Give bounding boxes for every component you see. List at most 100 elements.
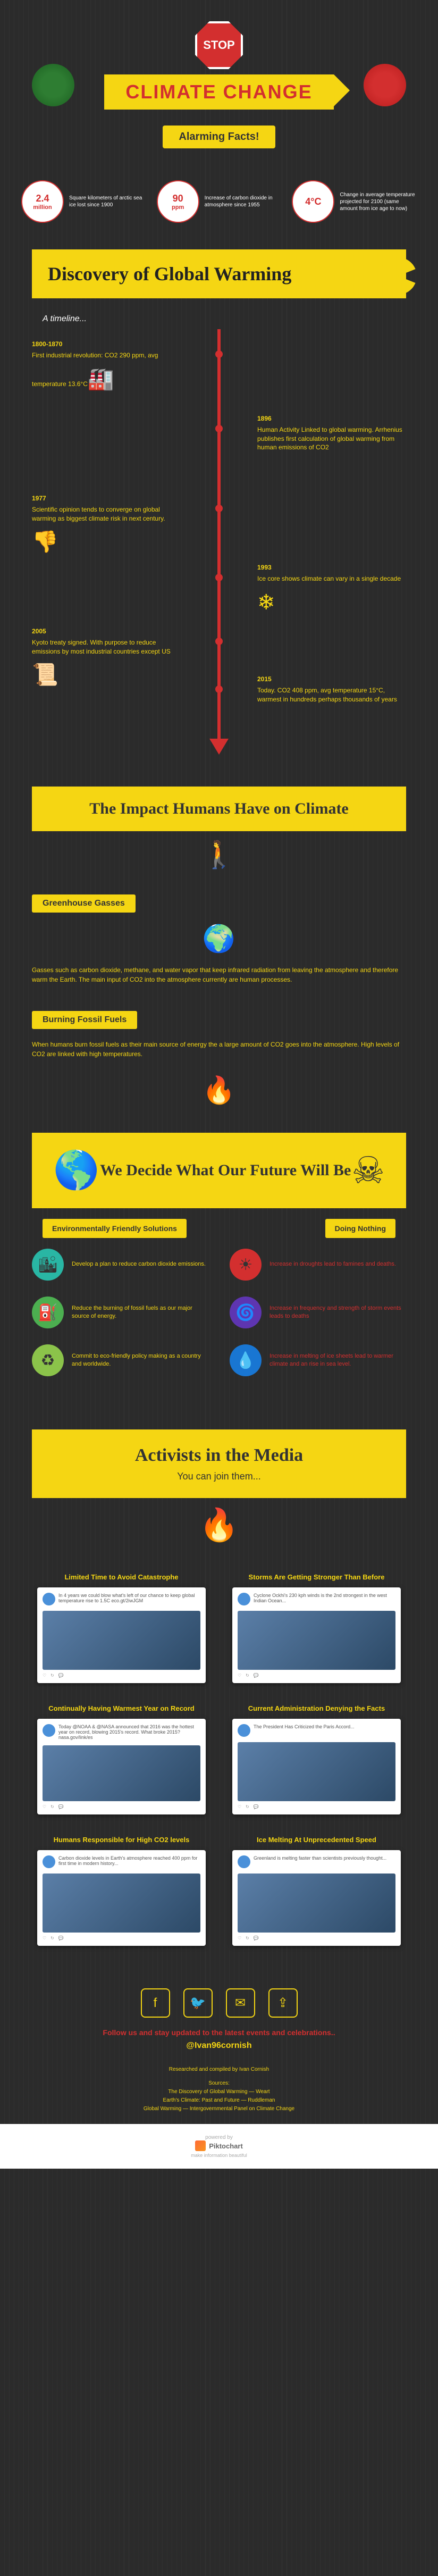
media-card[interactable]: Today @NOAA & @NASA announced that 2016 … xyxy=(37,1719,206,1814)
media-title: Storms Are Getting Stronger Than Before xyxy=(232,1573,401,1581)
fact-circle: 4°C xyxy=(292,180,334,223)
sources-label: Sources: xyxy=(32,2079,406,2088)
piktochart-footer: powered by Piktochart make information b… xyxy=(0,2124,438,2169)
timeline-item: 2015Today. CO2 408 ppm, avg temperature … xyxy=(257,675,406,704)
handle[interactable]: @Ivan96cornish xyxy=(0,2037,438,2055)
media-item: Ice Melting At Unprecedented Speed Green… xyxy=(232,1836,401,1946)
avatar-icon xyxy=(43,1855,55,1868)
avatar-icon xyxy=(43,1724,55,1737)
fact-circle: 90ppm xyxy=(157,180,199,223)
future-item-text: Increase in frequency and strength of st… xyxy=(269,1304,406,1321)
future-title: We Decide What Our Future Will Be xyxy=(99,1161,351,1180)
media-card[interactable]: Cyclone Ockhi's 230 kph winds is the 2nd… xyxy=(232,1587,401,1683)
media-image xyxy=(43,1874,200,1933)
media-image xyxy=(43,1745,200,1801)
future-item-text: Reduce the burning of fossil fuels as ou… xyxy=(72,1304,208,1321)
future-item-icon: ⛽ xyxy=(32,1297,64,1328)
media-title: Current Administration Denying the Facts xyxy=(232,1704,401,1712)
media-actions: ♡↻💬 xyxy=(238,1804,395,1809)
media-item: Limited Time to Avoid Catastrophe In 4 y… xyxy=(37,1573,206,1683)
fact-desc: Increase of carbon dioxide in atmosphere… xyxy=(205,195,282,208)
piktochart-logo[interactable]: Piktochart xyxy=(195,2140,243,2151)
timeline-event-icon: 📜 xyxy=(32,660,58,690)
torch-icon: 🔥 xyxy=(0,1498,438,1552)
activists-heading: Activists in the Media You can join them… xyxy=(32,1429,406,1498)
media-title: Humans Responsible for High CO2 levels xyxy=(37,1836,206,1844)
fact-item: 90ppm Increase of carbon dioxide in atmo… xyxy=(157,180,282,223)
media-card[interactable]: In 4 years we could blow what's left of … xyxy=(37,1587,206,1683)
media-grid: Limited Time to Avoid Catastrophe In 4 y… xyxy=(0,1552,438,1967)
future-item-icon: ☀ xyxy=(230,1249,262,1281)
globe-green-icon xyxy=(32,64,74,106)
media-snippet: Carbon dioxide levels in Earth's atmosph… xyxy=(58,1855,200,1868)
mail-icon[interactable]: ✉ xyxy=(226,1988,255,2018)
fact-circle: 2.4million xyxy=(21,180,64,223)
timeline-item: 1977Scientific opinion tends to converge… xyxy=(32,494,181,557)
twitter-icon[interactable]: 🐦 xyxy=(183,1988,213,2018)
future-item: 💧 Increase in melting of ice sheets lead… xyxy=(230,1344,406,1376)
impact-heading: The Impact Humans Have on Climate xyxy=(32,787,406,831)
timeline: 1800-1870First industrial revolution: CO… xyxy=(0,329,438,765)
media-title: Limited Time to Avoid Catastrophe xyxy=(37,1573,206,1581)
timeline-item: 1896Human Activity Linked to global warm… xyxy=(257,414,406,452)
future-item-icon: 🏙 xyxy=(32,1249,64,1281)
timeline-dot xyxy=(215,574,223,581)
discovery-heading: Discovery of Global Warming xyxy=(32,249,406,298)
media-card[interactable]: Carbon dioxide levels in Earth's atmosph… xyxy=(37,1850,206,1946)
share-icon[interactable]: ⇪ xyxy=(268,1988,298,2018)
future-item: 🌀 Increase in frequency and strength of … xyxy=(230,1297,406,1328)
social-row: f 🐦 ✉ ⇪ xyxy=(0,1967,438,2028)
avatar-icon xyxy=(238,1724,250,1737)
discovery-title: Discovery of Global Warming xyxy=(48,263,390,285)
sources-list: The Discovery of Global Warming — Weart … xyxy=(32,2088,406,2113)
discovery-subtitle: A timeline... xyxy=(0,309,438,329)
media-title: Continually Having Warmest Year on Recor… xyxy=(37,1704,206,1712)
media-actions: ♡↻💬 xyxy=(238,1936,395,1941)
avatar-icon xyxy=(238,1593,250,1605)
future-item-icon: 🌀 xyxy=(230,1297,262,1328)
timeline-dot xyxy=(215,685,223,693)
media-snippet: Greenland is melting faster than scienti… xyxy=(254,1855,386,1868)
media-item: Humans Responsible for High CO2 levels C… xyxy=(37,1836,206,1946)
media-snippet: Cyclone Ockhi's 230 kph winds is the 2nd… xyxy=(254,1593,395,1605)
skull-icon: ☠ xyxy=(351,1149,385,1192)
fact-desc: Square kilometers of arctic sea ice lost… xyxy=(69,195,146,208)
future-heading: 🌎 We Decide What Our Future Will Be ☠ xyxy=(32,1133,406,1208)
earth-rays-icon: 🌍 xyxy=(0,918,438,960)
media-item: Continually Having Warmest Year on Recor… xyxy=(37,1704,206,1814)
activists-title: Activists in the Media xyxy=(48,1445,390,1466)
media-image xyxy=(238,1742,395,1801)
fossil-label: Burning Fossil Fuels xyxy=(32,1011,137,1029)
media-actions: ♡↻💬 xyxy=(238,1673,395,1678)
facebook-icon[interactable]: f xyxy=(141,1988,170,2018)
timeline-line xyxy=(217,329,221,744)
tagline: make information beautiful xyxy=(11,2153,427,2158)
media-snippet: In 4 years we could blow what's left of … xyxy=(58,1593,200,1605)
credits: Researched and compiled by Ivan Cornish … xyxy=(0,2055,438,2124)
avatar-icon xyxy=(238,1855,250,1868)
media-actions: ♡↻💬 xyxy=(43,1804,200,1809)
timeline-item: 2005Kyoto treaty signed. With purpose to… xyxy=(32,627,181,690)
media-image xyxy=(238,1874,395,1933)
future-item-text: Develop a plan to reduce carbon dioxide … xyxy=(72,1260,206,1268)
media-card[interactable]: The President Has Criticized the Paris A… xyxy=(232,1719,401,1814)
media-card[interactable]: Greenland is melting faster than scienti… xyxy=(232,1850,401,1946)
avatar-icon xyxy=(43,1593,55,1605)
timeline-event-icon: 🏭 xyxy=(88,364,114,394)
future-item: 🏙 Develop a plan to reduce carbon dioxid… xyxy=(32,1249,208,1281)
fact-item: 4°C Change in average temperature projec… xyxy=(292,180,417,223)
future-item-icon: 💧 xyxy=(230,1344,262,1376)
media-image xyxy=(43,1611,200,1670)
future-item: ☀ Increase in droughts lead to famines a… xyxy=(230,1249,406,1281)
powered-label: powered by xyxy=(11,2135,427,2140)
doing-nothing-label: Doing Nothing xyxy=(325,1219,395,1238)
future-item: ♻ Commit to eco-friendly policy making a… xyxy=(32,1344,208,1376)
fossil-text: When humans burn fossil fuels as their m… xyxy=(0,1034,438,1069)
future-item-text: Commit to eco-friendly policy making as … xyxy=(72,1352,208,1369)
future-item-text: Increase in melting of ice sheets lead t… xyxy=(269,1352,406,1369)
future-item: ⛽ Reduce the burning of fossil fuels as … xyxy=(32,1297,208,1328)
media-title: Ice Melting At Unprecedented Speed xyxy=(232,1836,401,1844)
facts-row: 2.4million Square kilometers of arctic s… xyxy=(0,164,438,239)
flame-icon: 🔥 xyxy=(0,1069,438,1111)
stop-sign-icon: STOP xyxy=(195,21,243,69)
